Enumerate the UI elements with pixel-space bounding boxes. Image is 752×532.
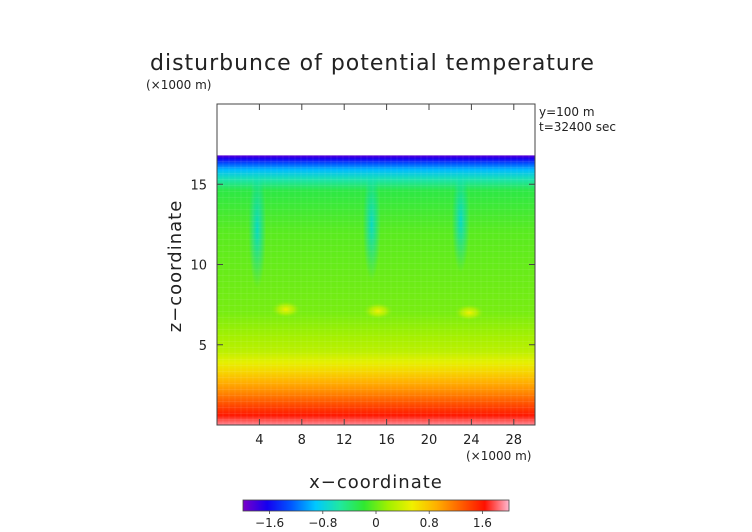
warm-cell [269,300,302,319]
x-tick-label: 4 [255,433,263,448]
annotation-y: y=100 m [539,105,595,119]
cold-plume [362,168,381,281]
x-tick-label: 16 [378,433,395,448]
x-tick-label: 12 [336,433,353,448]
x-axis-unit: (×1000 m) [466,449,531,463]
colorbar-tick-label: −1.6 [255,516,284,530]
x-tick-label: 28 [506,433,523,448]
x-tick-label: 8 [298,433,306,448]
colorbar-tick-label: 1.6 [473,516,492,530]
y-axis: 5 10 15 [190,178,535,354]
colorbar-tick-label: −0.8 [308,516,337,530]
colorbar-tick-label: 0 [372,516,380,530]
warm-cell [453,303,486,322]
cold-plume [248,168,267,289]
y-axis-label: z−coordinate [165,200,186,333]
mesh-lines [217,155,535,425]
y-tick-label: 10 [190,259,207,274]
cold-plume [451,168,470,273]
colorbar [242,499,510,512]
x-tick-label: 20 [421,433,438,448]
chart-title: disturbunce of potential temperature [150,51,595,76]
y-tick-label: 5 [199,339,207,354]
annotation-time: t=32400 sec [539,120,616,134]
colorbar-tick-label: 0.8 [420,516,439,530]
x-tick-label: 24 [463,433,480,448]
x-axis: 4 8 12 16 20 24 28 [255,104,522,448]
colorbar-ticks: −1.6 −0.8 0 0.8 1.6 [255,511,492,530]
y-tick-label: 15 [190,178,207,193]
y-axis-unit: (×1000 m) [146,78,211,92]
warm-cell [362,302,395,321]
plot-area [217,104,535,425]
x-axis-label: x−coordinate [309,472,443,493]
